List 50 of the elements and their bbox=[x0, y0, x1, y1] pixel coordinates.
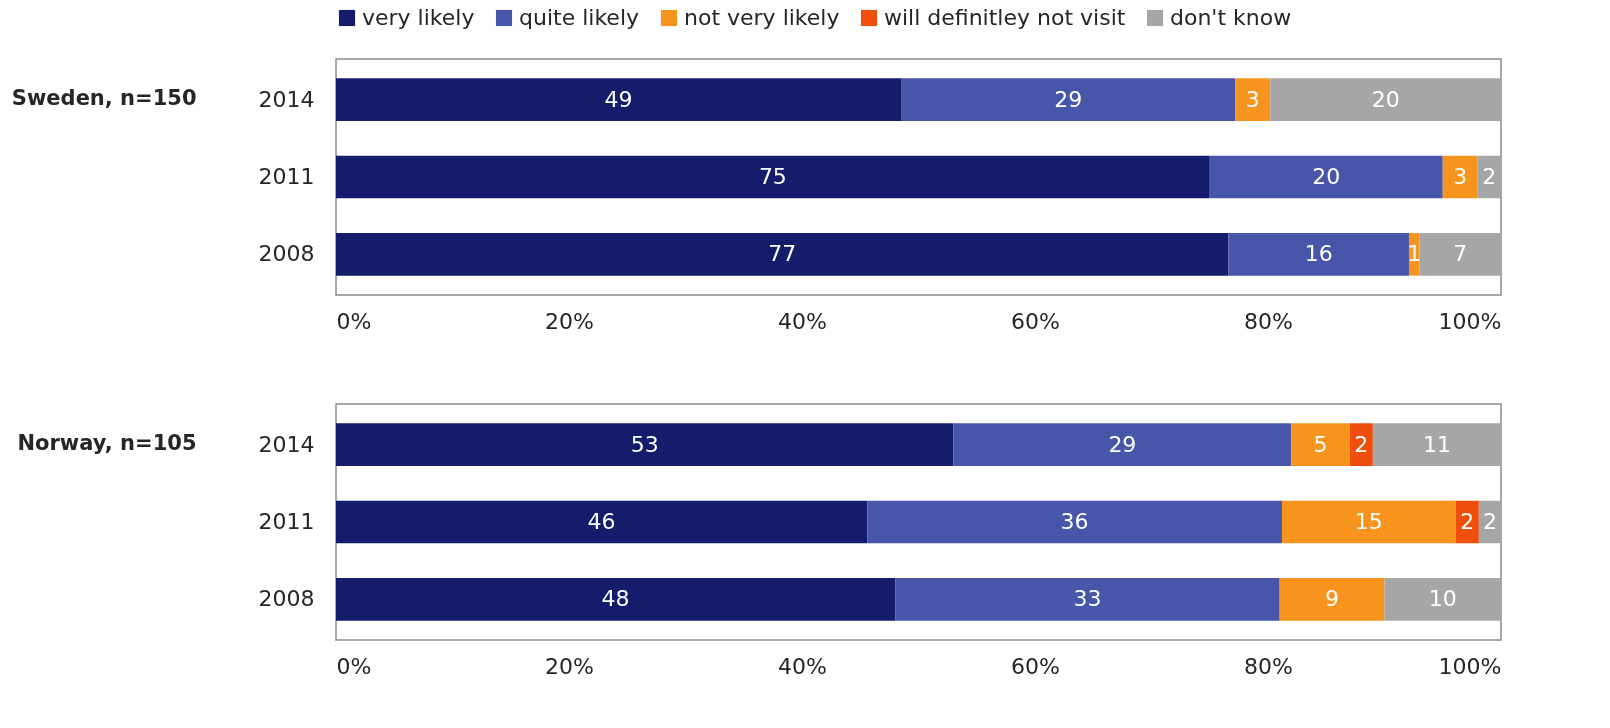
data-label: 36 bbox=[1060, 509, 1089, 534]
data-label: 3 bbox=[1453, 164, 1468, 189]
data-label: 3 bbox=[1245, 86, 1260, 112]
data-label: 20 bbox=[1312, 164, 1341, 189]
y-tick-label: 2008 bbox=[258, 241, 315, 267]
data-label: 2 bbox=[1354, 431, 1369, 457]
legend-label: very likely bbox=[362, 5, 475, 30]
y-tick-label: 2011 bbox=[258, 164, 315, 189]
data-label: 2 bbox=[1482, 509, 1497, 534]
data-label: 33 bbox=[1073, 586, 1102, 612]
legend-label: don't know bbox=[1170, 5, 1292, 30]
legend-label: quite likely bbox=[519, 5, 640, 30]
data-label: 48 bbox=[601, 586, 630, 612]
data-label: 49 bbox=[604, 86, 633, 112]
legend-label: not very likely bbox=[684, 5, 840, 30]
y-axis-title: Norway, n=105 bbox=[17, 430, 197, 455]
data-label: 5 bbox=[1313, 431, 1328, 457]
x-tick-label: 80% bbox=[1244, 308, 1293, 334]
data-label: 2 bbox=[1460, 509, 1475, 534]
data-label: 9 bbox=[1325, 586, 1340, 612]
y-tick-label: 2008 bbox=[258, 586, 315, 612]
y-tick-label: 2014 bbox=[258, 86, 315, 112]
data-label: 77 bbox=[768, 241, 797, 267]
x-tick-label: 100% bbox=[1438, 308, 1502, 334]
x-tick-label: 80% bbox=[1244, 653, 1293, 679]
x-tick-label: 0% bbox=[336, 308, 372, 334]
x-tick-label: 20% bbox=[545, 308, 594, 334]
x-tick-label: 60% bbox=[1011, 653, 1060, 679]
data-label: 53 bbox=[630, 431, 659, 457]
data-label: 11 bbox=[1422, 431, 1451, 457]
data-label: 29 bbox=[1054, 86, 1083, 112]
x-tick-label: 60% bbox=[1011, 308, 1060, 334]
data-label: 20 bbox=[1371, 86, 1400, 112]
data-label: 10 bbox=[1428, 586, 1457, 612]
data-label: 29 bbox=[1108, 431, 1137, 457]
data-label: 2 bbox=[1482, 164, 1497, 189]
x-tick-label: 20% bbox=[545, 653, 594, 679]
data-label: 7 bbox=[1453, 241, 1468, 267]
x-tick-label: 40% bbox=[778, 308, 827, 334]
data-label: 15 bbox=[1354, 509, 1383, 534]
x-tick-label: 100% bbox=[1438, 653, 1502, 679]
y-tick-label: 2014 bbox=[258, 431, 315, 457]
x-tick-label: 40% bbox=[778, 653, 827, 679]
legend-label: will definitley not visit bbox=[884, 5, 1126, 30]
x-tick-label: 0% bbox=[336, 653, 372, 679]
y-tick-label: 2011 bbox=[258, 509, 315, 534]
data-label: 46 bbox=[587, 509, 616, 534]
y-axis-title: Sweden, n=150 bbox=[11, 85, 197, 110]
data-label: 75 bbox=[758, 164, 787, 189]
data-label: 16 bbox=[1304, 241, 1333, 267]
